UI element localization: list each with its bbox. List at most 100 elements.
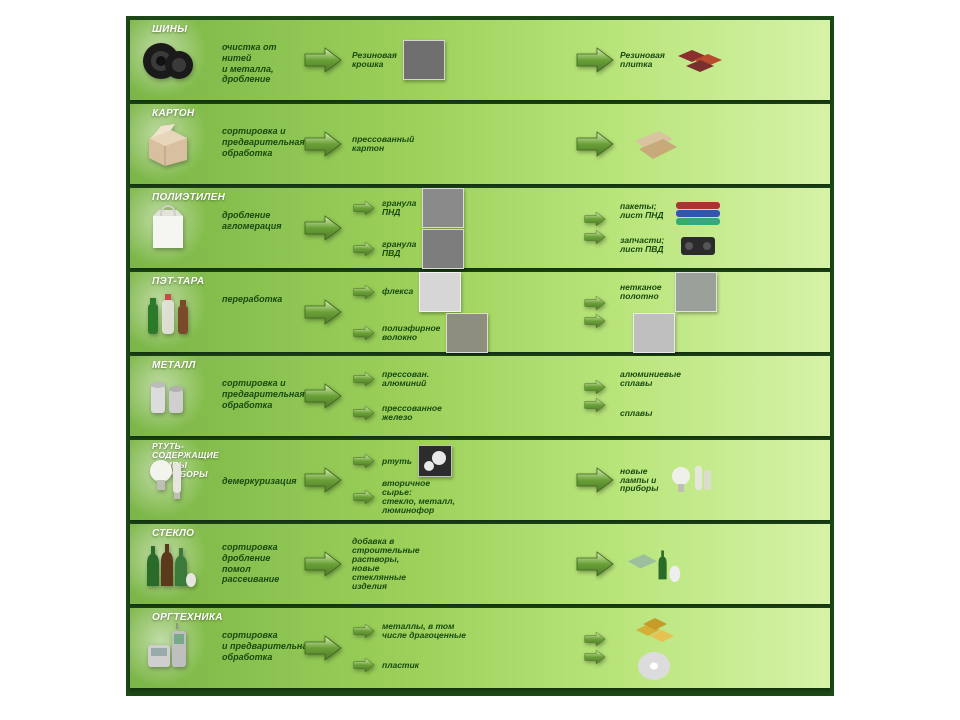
arrow-stage-2 <box>572 524 618 604</box>
output-label: запчасти; лист ПВД <box>620 236 664 254</box>
arrow-stage-1 <box>298 188 348 268</box>
arrow-icon <box>575 550 615 578</box>
arrow-icon <box>352 623 376 639</box>
output-thumb <box>671 40 727 80</box>
arrow-icon <box>303 214 343 242</box>
arrow-icon <box>575 466 615 494</box>
row-title: ШИНЫ <box>152 24 187 35</box>
intermediate-item: ртуть <box>352 445 572 477</box>
output-column <box>618 104 830 184</box>
process-text: переработка <box>222 294 282 305</box>
process-text: очистка от нитей и металла, дробление <box>222 42 276 85</box>
output-label: нетканое полотно <box>620 283 662 301</box>
arrow-icon <box>583 631 607 647</box>
intermediate-item: прессованный картон <box>352 128 572 160</box>
arrow-stage-1 <box>298 524 348 604</box>
arrow-stage-1 <box>298 608 348 688</box>
output-item <box>620 541 830 587</box>
intermediate-item: прессован. алюминий <box>352 363 572 395</box>
arrow-icon <box>583 229 607 245</box>
arrow-icon <box>575 46 615 74</box>
arrow-icon <box>352 453 376 469</box>
intermediate-label: прессованный картон <box>352 135 414 153</box>
output-item: запчасти; лист ПВД <box>620 229 830 261</box>
arrow-stage-2 <box>572 608 618 688</box>
output-column <box>618 524 830 604</box>
process-text: сортировка дробление помол рассеивание <box>222 542 279 585</box>
arrow-icon <box>303 382 343 410</box>
row-tires: ШИНЫ очистка от нитей и металла, дроблени… <box>130 20 830 100</box>
intermediate-column: прессованный картон <box>348 104 572 184</box>
row-pet: ПЭТ-ТАРАпереработка флекса <box>130 272 830 352</box>
intermediate-label: полиэфирное волокно <box>382 324 440 342</box>
intermediate-label: прессован. алюминий <box>382 370 429 388</box>
row-metal: МЕТАЛЛ сортировка и предварительная обраб… <box>130 356 830 436</box>
intermediate-label: добавка в строительные растворы, новые с… <box>352 537 420 591</box>
intermediate-column: флекса полиэфирное волокно <box>348 272 572 352</box>
intermediate-column: гранула ПНД гранула ПВД <box>348 188 572 268</box>
arrow-stage-2 <box>572 440 618 520</box>
output-item: сплавы <box>620 397 830 429</box>
arrow-icon <box>583 379 607 395</box>
process-text: сортировка и предварительная обработка <box>222 630 313 662</box>
output-item <box>620 313 830 352</box>
recycling-panel: ШИНЫ очистка от нитей и металла, дроблени… <box>126 16 834 696</box>
output-item: Резиновая плитка <box>620 40 830 80</box>
intermediate-column: прессован. алюминий прессованное железо <box>348 356 572 436</box>
arrow-stage-1 <box>298 20 348 100</box>
intermediate-label: гранула ПНД <box>382 199 416 217</box>
intermediate-label: гранула ПВД <box>382 240 416 258</box>
glass-material-icon <box>130 524 206 604</box>
arrow-icon <box>352 241 376 257</box>
intermediate-item: пластик <box>352 649 572 681</box>
output-thumb <box>626 313 682 353</box>
intermediate-item: вторичное сырье: стекло, металл, люминоф… <box>352 479 572 515</box>
arrow-stage-1 <box>298 272 348 352</box>
output-item <box>620 123 830 165</box>
arrow-stage-2 <box>572 104 618 184</box>
arrow-stage-2 <box>572 272 618 352</box>
intermediate-item: добавка в строительные растворы, новые с… <box>352 537 572 591</box>
intermediate-item: гранула ПВД <box>352 229 572 268</box>
output-item <box>620 648 830 684</box>
intermediate-label: ртуть <box>382 457 412 466</box>
arrow-icon <box>352 284 376 300</box>
output-item <box>620 612 830 646</box>
row-glass: СТЕКЛОсортировка дробление помол рассеив… <box>130 524 830 604</box>
output-thumb <box>668 272 724 312</box>
row-polyethylene: ПОЛИЭТИЛЕНдробление агломерация гранула … <box>130 188 830 268</box>
output-column: пакеты; лист ПНД запчасти; лист ПВД <box>618 188 830 268</box>
output-item: нетканое полотно <box>620 272 830 311</box>
arrow-icon <box>575 130 615 158</box>
row-electronics: ОРГТЕХНИКАсортировка и предварительная о… <box>130 608 830 688</box>
arrow-icon <box>303 550 343 578</box>
intermediate-label: пластик <box>382 661 419 670</box>
pet-material-icon <box>130 272 206 352</box>
output-label: алюминиевые сплавы <box>620 370 681 388</box>
output-label: новые лампы и приборы <box>620 467 658 494</box>
arrow-icon <box>583 295 607 311</box>
intermediate-label: металлы, в том числе драгоценные <box>382 622 466 640</box>
output-column <box>618 608 830 688</box>
arrow-icon <box>303 298 343 326</box>
output-item: алюминиевые сплавы <box>620 363 830 395</box>
intermediate-item: полиэфирное волокно <box>352 313 572 352</box>
arrow-icon <box>303 46 343 74</box>
process-text: сортировка и предварительная обработка <box>222 378 305 410</box>
output-thumb <box>670 196 726 226</box>
process-text: дробление агломерация <box>222 210 282 232</box>
output-column: нетканое полотно <box>618 272 830 352</box>
arrow-icon <box>583 313 607 329</box>
intermediate-item: гранула ПНД <box>352 188 572 227</box>
arrow-stage-1 <box>298 440 348 520</box>
arrow-icon <box>583 397 607 413</box>
output-label: пакеты; лист ПНД <box>620 202 664 220</box>
intermediate-column: Резиновая крошка <box>348 20 572 100</box>
arrow-icon <box>303 130 343 158</box>
output-column: Резиновая плитка <box>618 20 830 100</box>
row-title: МЕТАЛЛ <box>152 360 196 371</box>
arrow-stage-2 <box>572 188 618 268</box>
row-title: КАРТОН <box>152 108 194 119</box>
arrow-stage-1 <box>298 356 348 436</box>
arrow-stage-2 <box>572 20 618 100</box>
